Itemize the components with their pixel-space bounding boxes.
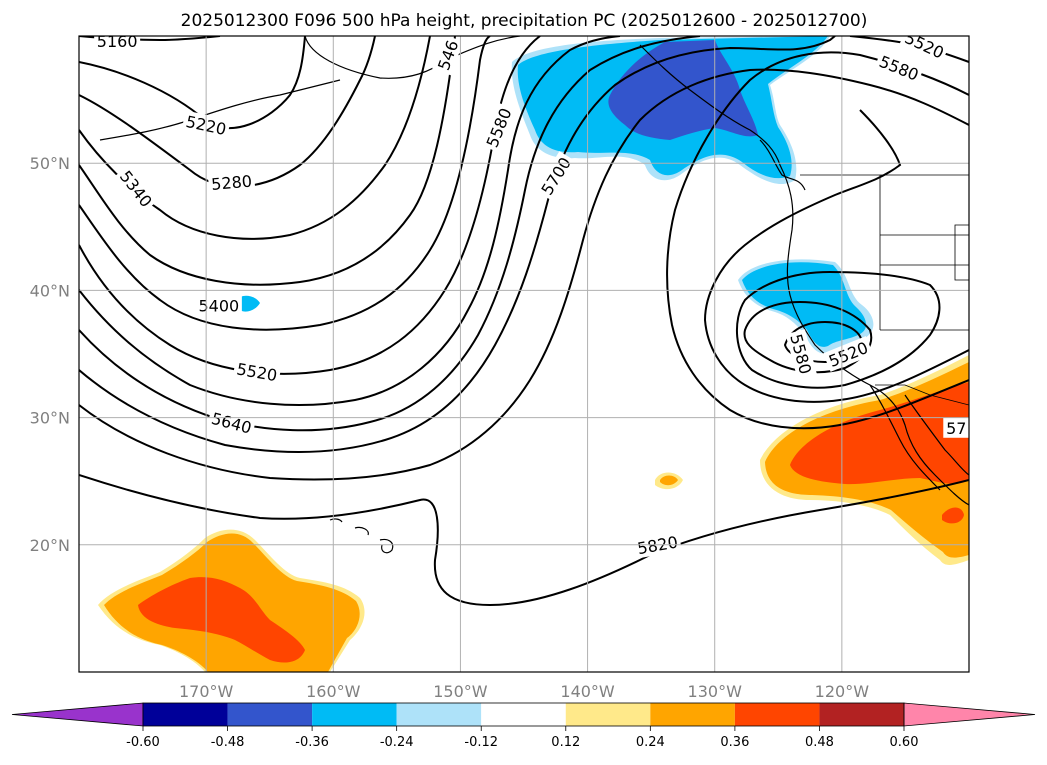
colorbar-tick-label: -0.24 [380,735,414,750]
lat-tick-label: 40°N [30,281,70,300]
colorbar-tick-label: -0.12 [464,735,498,750]
coastline-british-columbia [759,139,806,191]
contour-label: 5400 [195,295,242,316]
contour-label-bg [232,357,282,386]
colorbar-tick-label: 0.36 [720,735,749,750]
figure-title: 2025012300 F096 500 hPa height, precipit… [181,11,868,31]
lon-tick-label: 140°W [560,682,615,701]
colorbar-swatch [481,703,566,726]
lon-tick-label: 130°W [688,682,743,701]
border-us-mexico [875,384,969,406]
colorbar-swatch [650,703,735,726]
coastline-gulf-california [904,394,969,476]
precip-negative-california-mid [742,262,867,347]
contour-low-outer [735,270,941,389]
contour-label-bg [785,329,817,379]
lat-tick-label: 30°N [30,409,70,428]
contour-label-text: 57 [946,419,966,438]
contour-5760 [79,68,969,481]
precipitation-shading [98,36,969,672]
contour-5460 [79,36,491,331]
contour-label-bg [480,102,517,153]
coastline-alaska-canada [99,36,969,506]
colorbar-tick-label: -0.36 [295,735,329,750]
contour-label-bg [899,36,950,64]
contour-label-bg [94,36,141,52]
lon-tick-label: 150°W [433,682,488,701]
contour-5280 [79,36,376,188]
border-us-states [879,175,969,331]
colorbar-swatch [396,703,482,726]
contour-label: 5280 [207,170,256,195]
colorbar-swatch [565,703,651,726]
colorbar-tick-label: 0.60 [890,735,919,750]
coastline-hawaii [329,518,394,554]
precip-positive-mexico-cell [942,507,964,524]
contour-east-trough-b [703,109,969,403]
colorbar-tick-label: -0.48 [211,735,245,750]
colorbar-tick-label: 0.48 [805,735,834,750]
colorbar-swatch [143,703,228,726]
lon-tick-label: 120°W [815,682,870,701]
coastline-baja [869,384,941,491]
contour-label-bg [206,407,257,439]
contour-label-bg [823,336,874,372]
precip-negative-small-cell [236,295,260,312]
contour-5700 [79,36,836,453]
colorbar-swatch [312,703,397,726]
colorbar-tick-label: 0.12 [551,735,580,750]
contour-5580 [79,36,621,406]
contour-label-bg [874,49,925,86]
colorbar: -0.60 -0.48 -0.36 -0.24 -0.12 0.12 0.24 0.36 0.4… [11,702,1036,750]
longitude-axis: 170°W 160°W 150°W 140°W 130°W 120°W [179,682,869,701]
contour-5220-trough [79,36,306,130]
contour-label-bg [943,417,969,438]
lat-tick-label: 20°N [30,536,70,555]
colorbar-swatch [734,703,820,726]
colorbar-swatch [227,703,313,726]
contour-label-bg [195,295,242,316]
contour-label: 5160 [94,32,141,52]
colorbar-tick-label: -0.60 [126,735,160,750]
contour-label-bg [207,170,256,195]
contour-label-text: 5160 [97,32,138,51]
contour-label-text: 5400 [198,297,239,316]
latitude-axis: 20°N 30°N 40°N 50°N [30,154,70,555]
contour-label: 57 [943,417,969,438]
precip-positive-hawaii-core [138,577,305,663]
lon-tick-label: 170°W [179,682,234,701]
colorbar-tick-label: 0.24 [636,735,665,750]
contour-label-bg [432,36,464,76]
colorbar-frame [142,702,905,727]
contour-label-text: 5280 [211,172,253,194]
gridlines [79,36,969,672]
coastlines [99,36,969,554]
contour-label-bg [114,164,159,213]
contour-5400 [79,36,456,286]
lat-tick-label: 50°N [30,154,70,173]
precip-positive-small-cell-core [660,475,678,486]
colorbar-swatch [819,703,904,726]
colorbar-extend-high [903,702,1036,727]
lon-tick-label: 160°W [306,682,361,701]
colorbar-extend-low [11,702,144,727]
map-frame [78,35,970,673]
precip-positive-mexico-core [790,382,969,485]
